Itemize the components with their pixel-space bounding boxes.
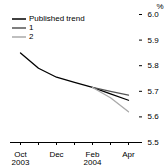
- svg-text:5.9: 5.9: [148, 36, 160, 45]
- svg-text:Dec: Dec: [49, 150, 63, 159]
- svg-text:5.6: 5.6: [148, 112, 160, 121]
- svg-text:6.0: 6.0: [148, 10, 160, 19]
- svg-text:5.5: 5.5: [148, 138, 160, 147]
- svg-text:5.7: 5.7: [148, 87, 160, 96]
- html-text:1: 1: [29, 23, 34, 32]
- svg-text:Oct2003: Oct2003: [12, 150, 30, 166]
- html-text:2: 2: [29, 32, 34, 41]
- svg-text:Feb2004: Feb2004: [84, 150, 102, 166]
- svg-text:%: %: [156, 2, 163, 11]
- html-text:Published trend: Published trend: [29, 14, 85, 23]
- svg-text:5.8: 5.8: [148, 61, 160, 70]
- svg-text:Apr: Apr: [122, 150, 135, 159]
